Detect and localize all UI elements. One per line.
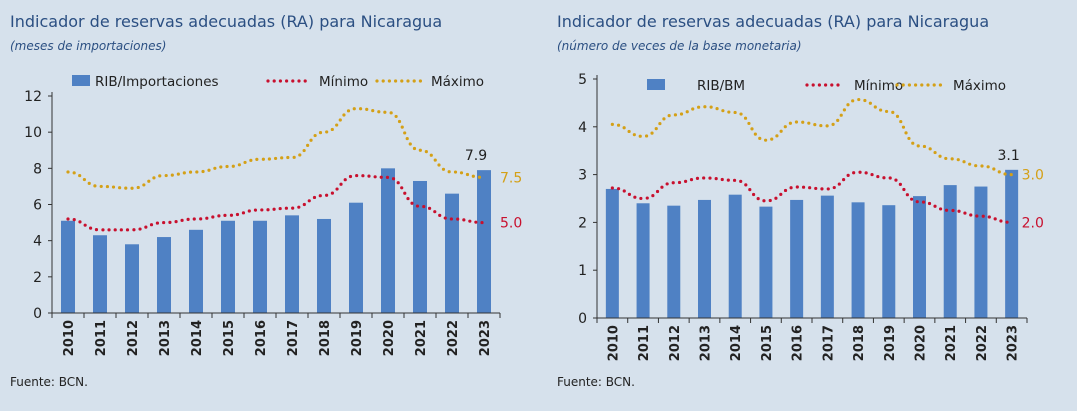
y-tick-label: 10 xyxy=(24,125,42,141)
data-label-maximo: 3.0 xyxy=(1022,168,1044,184)
x-tick-label-2020: 2020 xyxy=(914,325,929,361)
data-label-maximo: 7.5 xyxy=(500,170,522,186)
chart-title: Indicador de reservas adecuadas (RA) par… xyxy=(10,12,443,31)
y-tick-label: 5 xyxy=(578,72,587,88)
x-tick-label-2016: 2016 xyxy=(254,320,269,356)
bar-2014 xyxy=(728,194,742,318)
x-tick-label-2017: 2017 xyxy=(821,325,836,361)
x-tick-label-2021: 2021 xyxy=(944,325,959,361)
chart-subtitle: (número de veces de la base monetaria) xyxy=(557,39,802,53)
bar-2015 xyxy=(759,206,773,318)
y-tick-label: 4 xyxy=(33,234,42,250)
bar-2016 xyxy=(790,199,804,318)
y-tick-label: 3 xyxy=(578,168,587,184)
x-tick-label-2022: 2022 xyxy=(446,320,461,356)
chart-source: Fuente: BCN. xyxy=(10,375,88,389)
y-tick-label: 4 xyxy=(578,120,587,136)
data-label-minimo: 5.0 xyxy=(500,216,522,232)
x-tick-label-2019: 2019 xyxy=(883,325,898,361)
x-tick-label-2018: 2018 xyxy=(318,320,333,356)
x-tick-label-2015: 2015 xyxy=(222,320,237,356)
x-tick-label-2011: 2011 xyxy=(637,325,652,361)
y-tick-label: 2 xyxy=(33,270,42,286)
legend-label: Mínimo xyxy=(854,78,903,94)
bar-2016 xyxy=(253,220,267,313)
bar-2020 xyxy=(913,196,926,318)
y-tick-label: 0 xyxy=(578,311,587,327)
bar-2017 xyxy=(820,195,834,318)
x-tick-label-2012: 2012 xyxy=(668,325,683,361)
y-tick-label: 8 xyxy=(33,161,42,177)
x-tick-label-2022: 2022 xyxy=(975,325,990,361)
x-tick-label-2023: 2023 xyxy=(478,320,493,356)
x-tick-label-2019: 2019 xyxy=(350,320,365,356)
x-tick-label-2013: 2013 xyxy=(158,320,173,356)
bar-2010 xyxy=(605,188,619,318)
bar-2015 xyxy=(221,220,235,313)
x-tick-label-2014: 2014 xyxy=(190,320,205,356)
data-label-bar: 7.9 xyxy=(465,148,487,164)
bar-2014 xyxy=(189,229,203,313)
bar-2023 xyxy=(477,170,491,313)
legend-swatch-bar xyxy=(647,79,665,90)
legend-swatch-bar xyxy=(72,75,90,86)
bar-2013 xyxy=(698,199,711,318)
maximo-line xyxy=(66,107,486,190)
legend-label: RIB/Importaciones xyxy=(95,74,219,90)
x-tick-label-2021: 2021 xyxy=(414,320,429,356)
x-tick-label-2011: 2011 xyxy=(94,320,109,356)
bar-2012 xyxy=(667,205,681,318)
bar-2018 xyxy=(851,202,865,318)
bar-2011 xyxy=(93,235,107,313)
chart-title: Indicador de reservas adecuadas (RA) par… xyxy=(557,12,990,31)
x-tick-label-2010: 2010 xyxy=(606,325,621,361)
chart-panel-right: Indicador de reservas adecuadas (RA) par… xyxy=(547,0,1077,411)
bar-2012 xyxy=(125,244,139,313)
legend-label: Máximo xyxy=(431,74,484,90)
chart-source: Fuente: BCN. xyxy=(557,375,635,389)
x-tick-label-2015: 2015 xyxy=(760,325,775,361)
y-tick-label: 2 xyxy=(578,215,587,231)
x-tick-label-2013: 2013 xyxy=(699,325,714,361)
bar-2011 xyxy=(636,203,650,318)
bar-2021 xyxy=(943,185,957,318)
x-tick-label-2023: 2023 xyxy=(1006,325,1021,361)
legend-label: Máximo xyxy=(953,78,1006,94)
minimo-line xyxy=(66,173,486,232)
chart-panel-left: Indicador de reservas adecuadas (RA) par… xyxy=(0,0,530,411)
data-label-bar: 3.1 xyxy=(998,148,1020,164)
bar-2017 xyxy=(285,215,299,313)
x-tick-label-2016: 2016 xyxy=(791,325,806,361)
bar-2010 xyxy=(61,220,75,313)
bar-2022 xyxy=(445,193,459,313)
legend-label: Mínimo xyxy=(319,74,368,90)
x-tick-label-2010: 2010 xyxy=(62,320,77,356)
y-tick-label: 6 xyxy=(33,198,42,214)
data-label-minimo: 2.0 xyxy=(1022,215,1044,231)
bar-2019 xyxy=(882,205,896,318)
x-tick-label-2014: 2014 xyxy=(729,325,744,361)
x-tick-label-2012: 2012 xyxy=(126,320,141,356)
bar-2023 xyxy=(1005,169,1019,318)
chart-subtitle: (meses de importaciones) xyxy=(10,39,167,53)
maximo-line xyxy=(610,97,1014,177)
y-tick-label: 12 xyxy=(24,89,42,105)
bar-2013 xyxy=(157,237,171,313)
x-tick-label-2017: 2017 xyxy=(286,320,301,356)
x-tick-label-2018: 2018 xyxy=(852,325,867,361)
chart-svg: 0 2 4 6 8 10 12 2010 2011 2012 2013 2014 2015 2016 201… xyxy=(24,74,522,356)
minimo-line xyxy=(610,170,1014,224)
bar-2018 xyxy=(317,218,331,313)
bar-2019 xyxy=(349,202,363,313)
y-tick-label: 1 xyxy=(578,263,587,279)
chart-svg: 0 1 2 3 4 5 2010 2011 2012 2013 2014 2015 2016 2017 20… xyxy=(578,72,1044,361)
x-tick-label-2020: 2020 xyxy=(382,320,397,356)
bar-2021 xyxy=(413,180,427,313)
y-tick-label: 0 xyxy=(33,306,42,322)
legend-label: RIB/BM xyxy=(697,78,745,94)
bar-2022 xyxy=(974,186,988,318)
bar-2020 xyxy=(381,168,395,313)
